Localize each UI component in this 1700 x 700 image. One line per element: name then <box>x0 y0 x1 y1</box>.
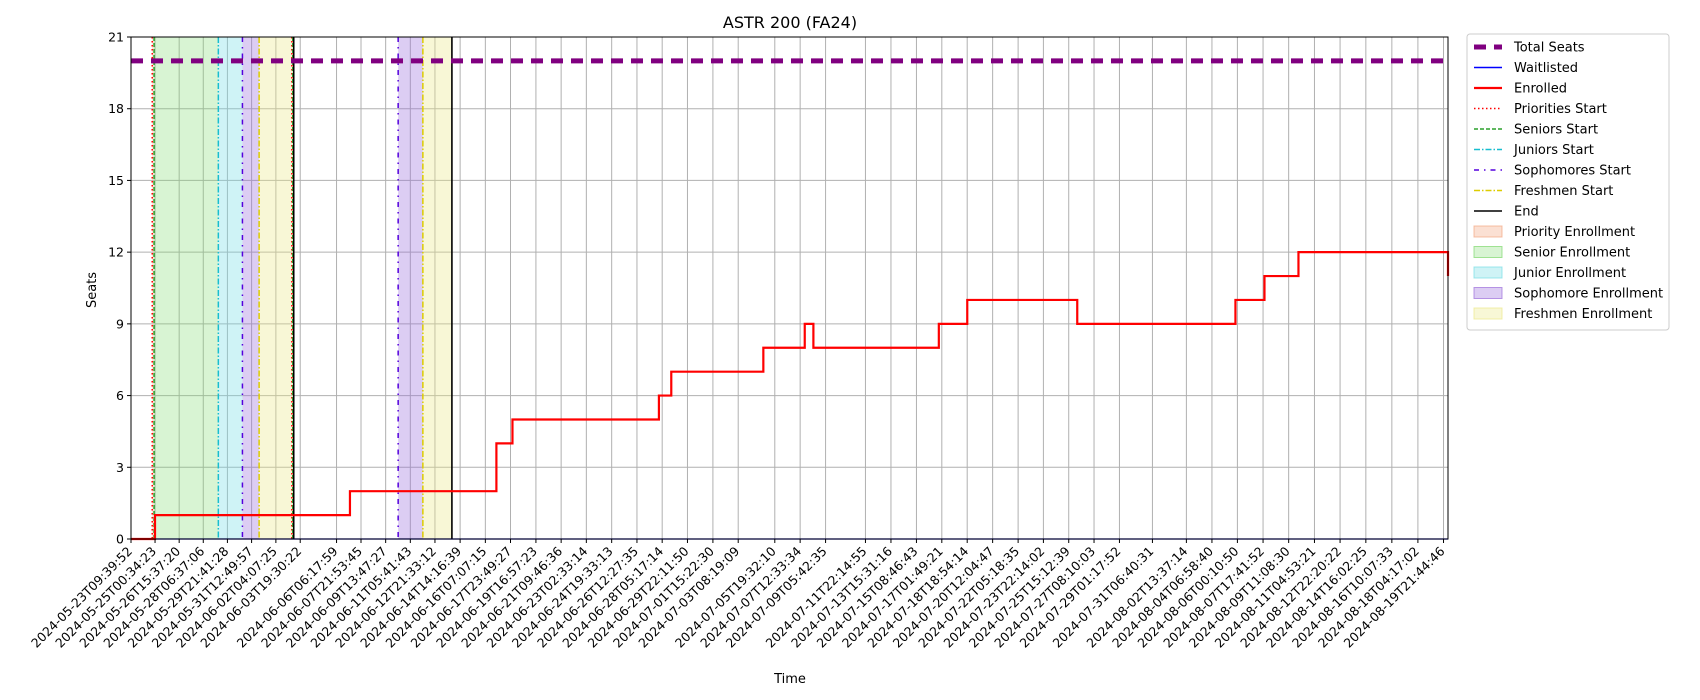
legend-swatch <box>1473 266 1503 279</box>
legend-label: Enrolled <box>1514 82 1567 97</box>
legend-label: Freshmen Enrollment <box>1514 307 1652 322</box>
legend-label: Junior Enrollment <box>1513 266 1626 281</box>
region-sophomore-enrollment <box>242 37 260 539</box>
region-senior-enrollment <box>154 37 219 539</box>
region-freshmen-enrollment <box>422 37 452 539</box>
region-junior-enrollment <box>218 37 243 539</box>
y-axis-label: Seats <box>85 272 100 308</box>
legend-label: Waitlisted <box>1514 61 1578 76</box>
y-tick-label: 0 <box>116 532 124 547</box>
y-tick-label: 12 <box>108 245 124 260</box>
legend-label: End <box>1514 205 1539 220</box>
legend-label: Juniors Start <box>1513 143 1594 158</box>
phase-markers <box>151 37 453 539</box>
chart-title: ASTR 200 (FA24) <box>723 13 857 32</box>
x-axis-label: Time <box>773 672 806 687</box>
legend-label: Freshmen Start <box>1514 184 1613 199</box>
plot-frame <box>130 36 1449 540</box>
region-freshmen-enrollment <box>259 37 294 539</box>
legend-label: Seniors Start <box>1514 123 1598 138</box>
legend-swatch <box>1473 225 1503 238</box>
y-tick-label: 15 <box>108 173 124 188</box>
y-tick-label: 3 <box>116 460 124 475</box>
legend-swatch <box>1473 287 1503 299</box>
legend-label: Priority Enrollment <box>1514 225 1635 240</box>
legend-label: Sophomores Start <box>1514 164 1631 179</box>
y-tick-label: 18 <box>108 101 124 116</box>
legend-swatch <box>1473 246 1503 258</box>
y-axis-ticks: 0 3 6 9 12 15 18 21 <box>108 30 131 547</box>
grid <box>130 36 1448 540</box>
y-tick-label: 21 <box>108 30 124 45</box>
legend-swatch <box>1473 307 1503 320</box>
legend-label: Senior Enrollment <box>1514 246 1630 261</box>
y-tick-label: 6 <box>116 388 124 403</box>
enrollment-regions <box>152 37 452 539</box>
legend: Total Seats Waitlisted Enrolled Priorities … <box>1466 33 1670 331</box>
y-tick-label: 9 <box>116 316 124 331</box>
legend-label: Priorities Start <box>1514 102 1607 117</box>
legend-label: Total Seats <box>1513 41 1585 56</box>
x-axis-ticks: 2024-05-23T09:39:522024-05-25T00:34:2320… <box>28 539 1448 651</box>
series-enrolled <box>131 251 1450 541</box>
region-sophomore-enrollment <box>398 37 423 539</box>
legend-label: Sophomore Enrollment <box>1514 287 1663 302</box>
legend-box <box>1466 33 1670 331</box>
region-priority-enrollment <box>152 37 155 539</box>
